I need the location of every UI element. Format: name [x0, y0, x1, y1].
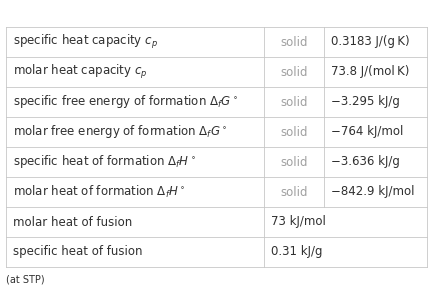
Text: specific heat of formation $\Delta_f H^\circ$: specific heat of formation $\Delta_f H^\… — [13, 154, 196, 170]
Text: solid: solid — [280, 186, 308, 198]
Text: 0.31 kJ/g: 0.31 kJ/g — [271, 246, 323, 258]
Text: 73 kJ/mol: 73 kJ/mol — [271, 216, 326, 228]
Text: 0.3183 J/(g K): 0.3183 J/(g K) — [331, 36, 410, 48]
Text: −3.295 kJ/g: −3.295 kJ/g — [331, 96, 400, 108]
Text: solid: solid — [280, 156, 308, 168]
Text: 73.8 J/(mol K): 73.8 J/(mol K) — [331, 66, 409, 78]
Text: solid: solid — [280, 126, 308, 138]
Text: molar heat capacity $c_p$: molar heat capacity $c_p$ — [13, 63, 148, 81]
Text: solid: solid — [280, 66, 308, 78]
Text: solid: solid — [280, 36, 308, 48]
Text: −764 kJ/mol: −764 kJ/mol — [331, 126, 404, 138]
Text: molar free energy of formation $\Delta_f G^\circ$: molar free energy of formation $\Delta_f… — [13, 124, 228, 140]
Text: −3.636 kJ/g: −3.636 kJ/g — [331, 156, 400, 168]
Text: molar heat of fusion: molar heat of fusion — [13, 216, 132, 228]
Text: molar heat of formation $\Delta_f H^\circ$: molar heat of formation $\Delta_f H^\cir… — [13, 184, 185, 200]
Text: (at STP): (at STP) — [6, 275, 45, 285]
Text: specific free energy of formation $\Delta_f G^\circ$: specific free energy of formation $\Delt… — [13, 94, 238, 110]
Text: solid: solid — [280, 96, 308, 108]
Text: specific heat of fusion: specific heat of fusion — [13, 246, 142, 258]
Text: −842.9 kJ/mol: −842.9 kJ/mol — [331, 186, 414, 198]
Text: specific heat capacity $c_p$: specific heat capacity $c_p$ — [13, 33, 158, 51]
